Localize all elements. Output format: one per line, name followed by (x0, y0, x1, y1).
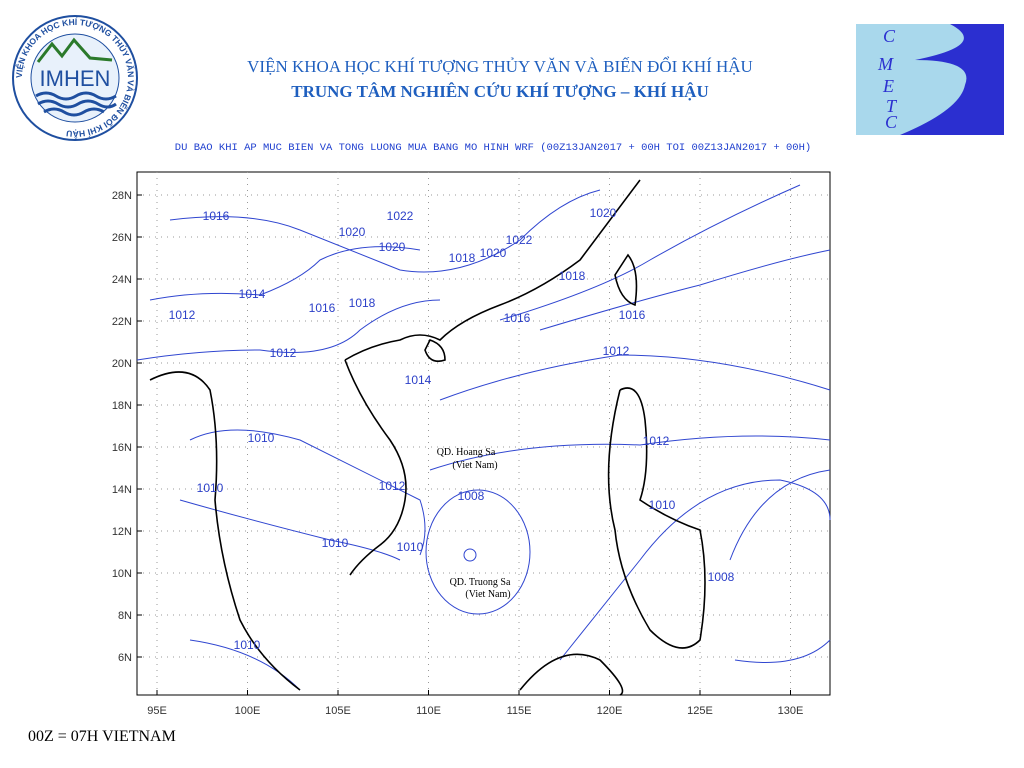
cmetc-letter: E (882, 76, 894, 96)
isobar-label: 1008 (458, 489, 485, 503)
institute-title: VIỆN KHOA HỌC KHÍ TƯỢNG THỦY VĂN VÀ BIẾN… (247, 56, 753, 76)
isobar (463, 548, 477, 562)
labels: 28N 26N 24N 22N 20N 18N 16N 14N 12N 10N 8N 6N 95E 100… (112, 190, 804, 717)
coastlines (149, 179, 706, 696)
coastline (424, 339, 446, 363)
coastline (607, 387, 706, 649)
isobar-label: 1016 (309, 301, 336, 315)
cmetc-letter: T (886, 96, 898, 116)
lat-label: 16N (112, 442, 132, 454)
isobar-label: 1020 (480, 246, 507, 260)
lat-label: 14N (112, 484, 132, 496)
logo-waves (35, 91, 117, 117)
isobar (539, 249, 831, 331)
isobar-label: 1016 (504, 311, 531, 325)
isobar-label: 1020 (590, 206, 617, 220)
isobar (425, 489, 531, 615)
logo-shape (900, 24, 1004, 135)
isobar (189, 429, 426, 556)
imhen-logo (12, 15, 138, 141)
isobar-label: 1008 (708, 570, 735, 584)
annotation: QD. Hoang Sa (437, 447, 496, 458)
annotation: QD. Truong Sa (450, 577, 511, 588)
isobar-label: 1022 (506, 233, 533, 247)
lat-label: 12N (112, 526, 132, 538)
isobar (559, 479, 831, 661)
annotation: (Viet Nam) (452, 460, 497, 471)
graticule (137, 172, 830, 695)
isobar-label: 1022 (387, 209, 414, 223)
isobar-label: 1010 (248, 431, 275, 445)
annotation: (Viet Nam) (465, 589, 510, 600)
map-title: DU BAO KHI AP MUC BIEN VA TONG LUONG MUA… (175, 142, 811, 154)
coastline (344, 179, 641, 361)
isobar-label: 1010 (397, 540, 424, 554)
isobar-label: 1018 (449, 251, 476, 265)
isobar-label: 1012 (603, 344, 630, 358)
lat-label: 24N (112, 274, 132, 286)
isobar (729, 469, 831, 663)
lat-label: 18N (112, 400, 132, 412)
lat-label: 26N (112, 232, 132, 244)
lon-label: 110E (416, 705, 441, 717)
lat-label: 20N (112, 358, 132, 370)
isobar-label: 1018 (559, 269, 586, 283)
coastline (519, 653, 624, 696)
coastline (344, 359, 407, 576)
logo-mountains (36, 37, 113, 63)
isobar-label: 1014 (405, 373, 432, 387)
coastline (614, 253, 638, 307)
lat-label: 6N (118, 652, 132, 664)
isobar-label: 1010 (234, 638, 261, 652)
isobar-label: 1012 (379, 479, 406, 493)
lon-label: 95E (147, 705, 167, 717)
coastline (149, 371, 301, 691)
isobar-label: 1018 (349, 296, 376, 310)
isobar-label: 1012 (270, 346, 297, 360)
isobar-label: 1010 (649, 498, 676, 512)
cmetc-letter: C (885, 112, 898, 132)
isobars (136, 184, 831, 691)
lon-label: 130E (778, 705, 804, 717)
isobar-label: 1012 (169, 308, 196, 322)
footer-note: 00Z = 07H VIETNAM (28, 728, 176, 745)
cmetc-letter: M (877, 54, 894, 74)
lat-label: 10N (112, 568, 132, 580)
isobar-label: 1012 (643, 434, 670, 448)
lon-label: 120E (597, 705, 623, 717)
isobar (499, 184, 801, 321)
isobar-label: 1016 (203, 209, 230, 223)
isobar-label: 1014 (239, 287, 266, 301)
isobar (136, 299, 441, 361)
lat-label: 22N (112, 316, 132, 328)
isobar-label: 1020 (379, 240, 406, 254)
isobar-label: 1010 (197, 481, 224, 495)
isobar (169, 189, 601, 273)
isobar-label: 1020 (339, 225, 366, 239)
logo-inner (30, 33, 120, 123)
cmetc-letter: C (883, 26, 896, 46)
lon-label: 105E (325, 705, 351, 717)
isobar (439, 354, 831, 401)
lon-label: 100E (235, 705, 261, 717)
lat-label: 28N (112, 190, 132, 202)
isobar (429, 435, 831, 471)
lon-label: 115E (507, 705, 532, 717)
lat-label: 8N (118, 610, 132, 622)
center-title: TRUNG TÂM NGHIÊN CỨU KHÍ TƯỢNG – KHÍ HẬU (291, 82, 708, 101)
imhen-name: IMHEN (40, 66, 111, 91)
isobar-label: 1016 (619, 308, 646, 322)
isobar-label: 1010 (322, 536, 349, 550)
lon-label: 125E (687, 705, 713, 717)
cmetc-logo (856, 24, 1004, 135)
isobar (149, 246, 421, 301)
